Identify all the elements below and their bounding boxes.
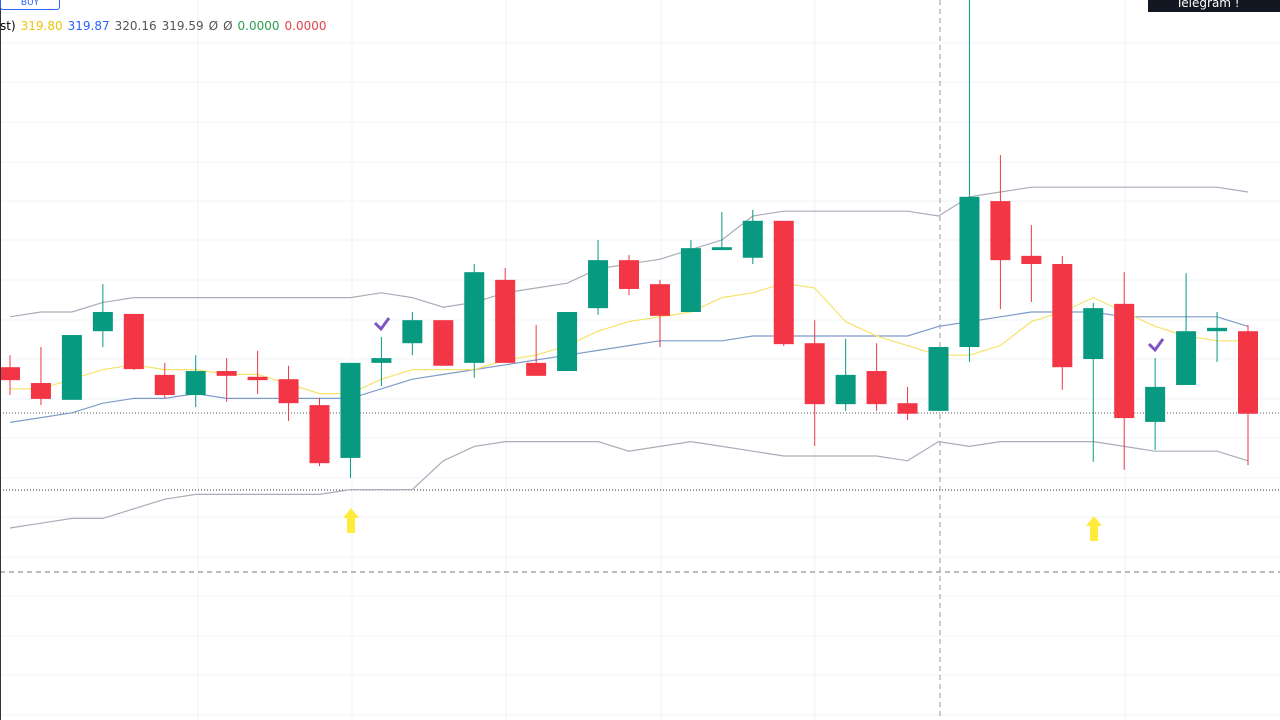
candle-body [1207,327,1228,332]
candle-body [464,272,485,363]
candle-body [216,371,237,376]
candle-body [680,248,701,312]
candle-body [773,220,794,345]
indicator-value: 320.16 [114,19,157,33]
candle-body [928,347,949,411]
candle-body [866,371,887,405]
candle-body [0,367,20,381]
candle-body [402,320,423,344]
candle-body [278,379,299,404]
overlay-line [9,311,1249,423]
indicator-value: Ø [223,19,233,33]
overlay-line [9,440,1249,529]
candle-body [1145,386,1166,422]
candle-body [742,220,763,258]
candle-body [185,371,206,396]
buy-button[interactable]: BUY [0,0,60,10]
candle-body [309,405,330,464]
signal-arrow [343,508,359,533]
candle-body [526,362,547,376]
candle-body [835,374,856,405]
candle-body [340,362,361,458]
candle-body [897,403,918,414]
candle-body [247,376,268,381]
indicator-value: 319.59 [161,19,204,33]
candle-body [371,358,392,363]
indicator-value: 0.0000 [284,19,327,33]
check-mark [373,317,391,332]
candle-body [123,313,144,370]
candle-body [61,335,82,400]
plot [0,0,1258,529]
candle-body [1238,331,1258,414]
indicator-value: 319.87 [67,19,110,33]
candle-body [959,196,980,348]
candle-body [154,374,175,396]
candle-body [711,247,732,251]
legend: st) 319.80 319.87 320.16 319.59 Ø Ø 0.0000 0.000… [0,19,332,33]
check-mark [1147,338,1165,353]
candle-body [588,260,609,309]
candle-body [990,201,1011,261]
indicator-value: 319.80 [20,19,63,33]
candle-body [1083,308,1104,360]
candle-body [92,312,113,332]
candle-body [649,284,670,316]
candle-body [1176,331,1197,385]
indicator-value: Ø [208,19,219,33]
indicator-value: 0.0000 [237,19,280,33]
series-label: st) [0,19,16,33]
telegram-button[interactable]: Telegram ! [1148,0,1280,12]
candle-body [30,383,51,399]
overlay-line [10,282,1248,395]
candle-body [433,320,454,366]
candle-body [495,279,516,363]
candle-body [557,312,578,372]
candle-body [804,343,825,405]
candle-body [1052,264,1073,368]
candle-body [1021,255,1042,264]
candle-body [1114,303,1135,419]
candle-body [619,260,639,289]
signal-arrow [1086,516,1102,541]
